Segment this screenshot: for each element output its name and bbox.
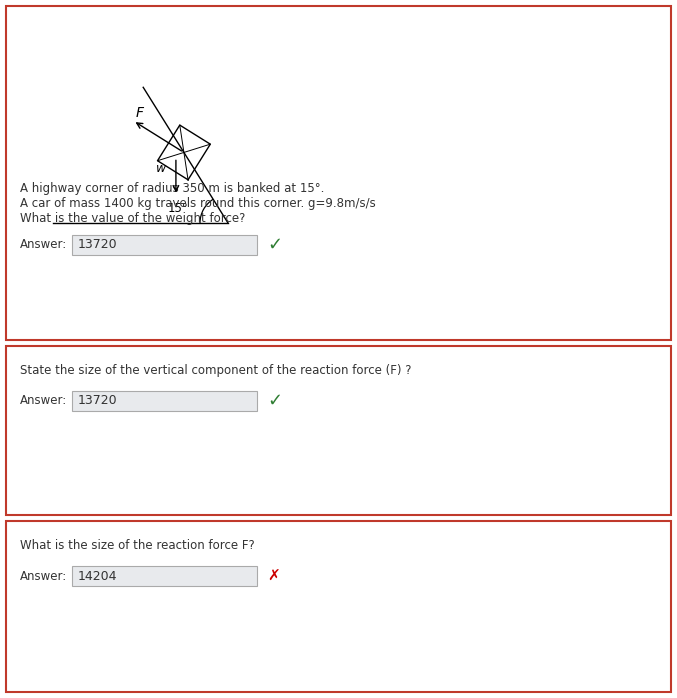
Text: w: w [156, 163, 166, 175]
Bar [6, 6, 671, 340]
Text: 13720: 13720 [78, 239, 118, 251]
Text: 13720: 13720 [78, 394, 118, 408]
Bar [6, 346, 671, 515]
Text: Answer:: Answer: [20, 394, 67, 408]
Text: Answer:: Answer: [20, 570, 67, 583]
Text: What is the size of the reaction force F?: What is the size of the reaction force F… [20, 539, 255, 552]
Text: ✓: ✓ [267, 236, 282, 254]
Text: Answer:: Answer: [20, 239, 67, 251]
Text: 15°: 15° [168, 202, 188, 215]
Text: State the size of the vertical component of the reaction force (F) ?: State the size of the vertical component… [20, 364, 412, 377]
Text: A highway corner of radius 350 m is banked at 15°.: A highway corner of radius 350 m is bank… [20, 182, 324, 195]
Bar [72, 566, 257, 586]
Text: What is the value of the weight force?: What is the value of the weight force? [20, 212, 245, 225]
Text: 14204: 14204 [78, 570, 118, 583]
Text: ✗: ✗ [267, 568, 280, 584]
Text: A car of mass 1400 kg travels round this corner. g=9.8m/s/s: A car of mass 1400 kg travels round this… [20, 197, 376, 210]
Text: F: F [136, 105, 144, 119]
Bar [6, 521, 671, 692]
Bar [72, 391, 257, 411]
Text: ✓: ✓ [267, 392, 282, 410]
Bar [72, 235, 257, 255]
